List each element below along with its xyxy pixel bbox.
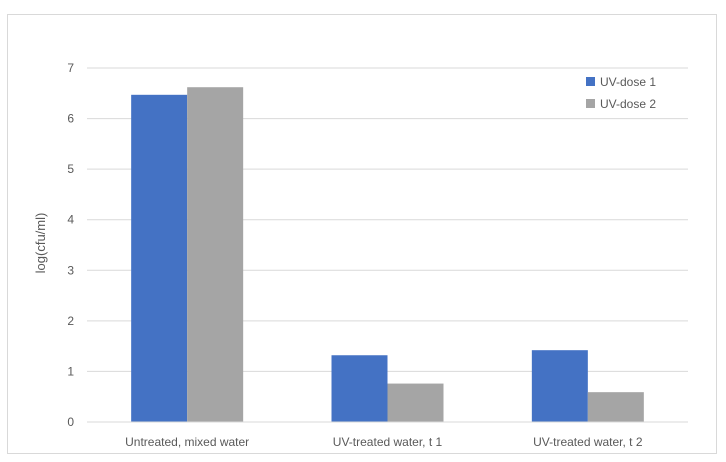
y-tick-label: 0 [67,415,74,429]
bar-uv-dose-2 [187,87,244,423]
bar-uv-dose-2 [587,392,644,422]
legend-label: UV-dose 1 [600,75,656,89]
y-tick-label: 6 [67,112,74,126]
x-tick-label: Untreated, mixed water [125,435,249,449]
y-tick-label: 4 [67,213,74,227]
y-tick-label: 5 [67,162,74,176]
bar-uv-dose-1 [131,94,188,422]
legend-label: UV-dose 2 [600,97,656,111]
y-tick-label: 3 [67,263,74,277]
legend-swatch [586,99,595,108]
y-tick-label: 2 [67,314,74,328]
legend: UV-dose 1 UV-dose 2 [586,75,656,111]
bar-uv-dose-1 [531,350,588,422]
bar-uv-dose-1 [331,355,388,422]
y-tick-label: 7 [67,61,74,75]
bar-uv-dose-2 [387,383,444,422]
y-axis-title: log(cfu/ml) [33,213,48,274]
x-tick-labels: Untreated, mixed water UV-treated water, … [125,435,643,449]
x-tick-label: UV-treated water, t 1 [333,435,443,449]
legend-swatch [586,77,595,86]
y-tick-label: 1 [67,364,74,378]
x-tick-label: UV-treated water, t 2 [533,435,643,449]
bars [131,87,644,423]
y-tick-labels: 0 1 2 3 4 5 6 7 [67,61,74,429]
